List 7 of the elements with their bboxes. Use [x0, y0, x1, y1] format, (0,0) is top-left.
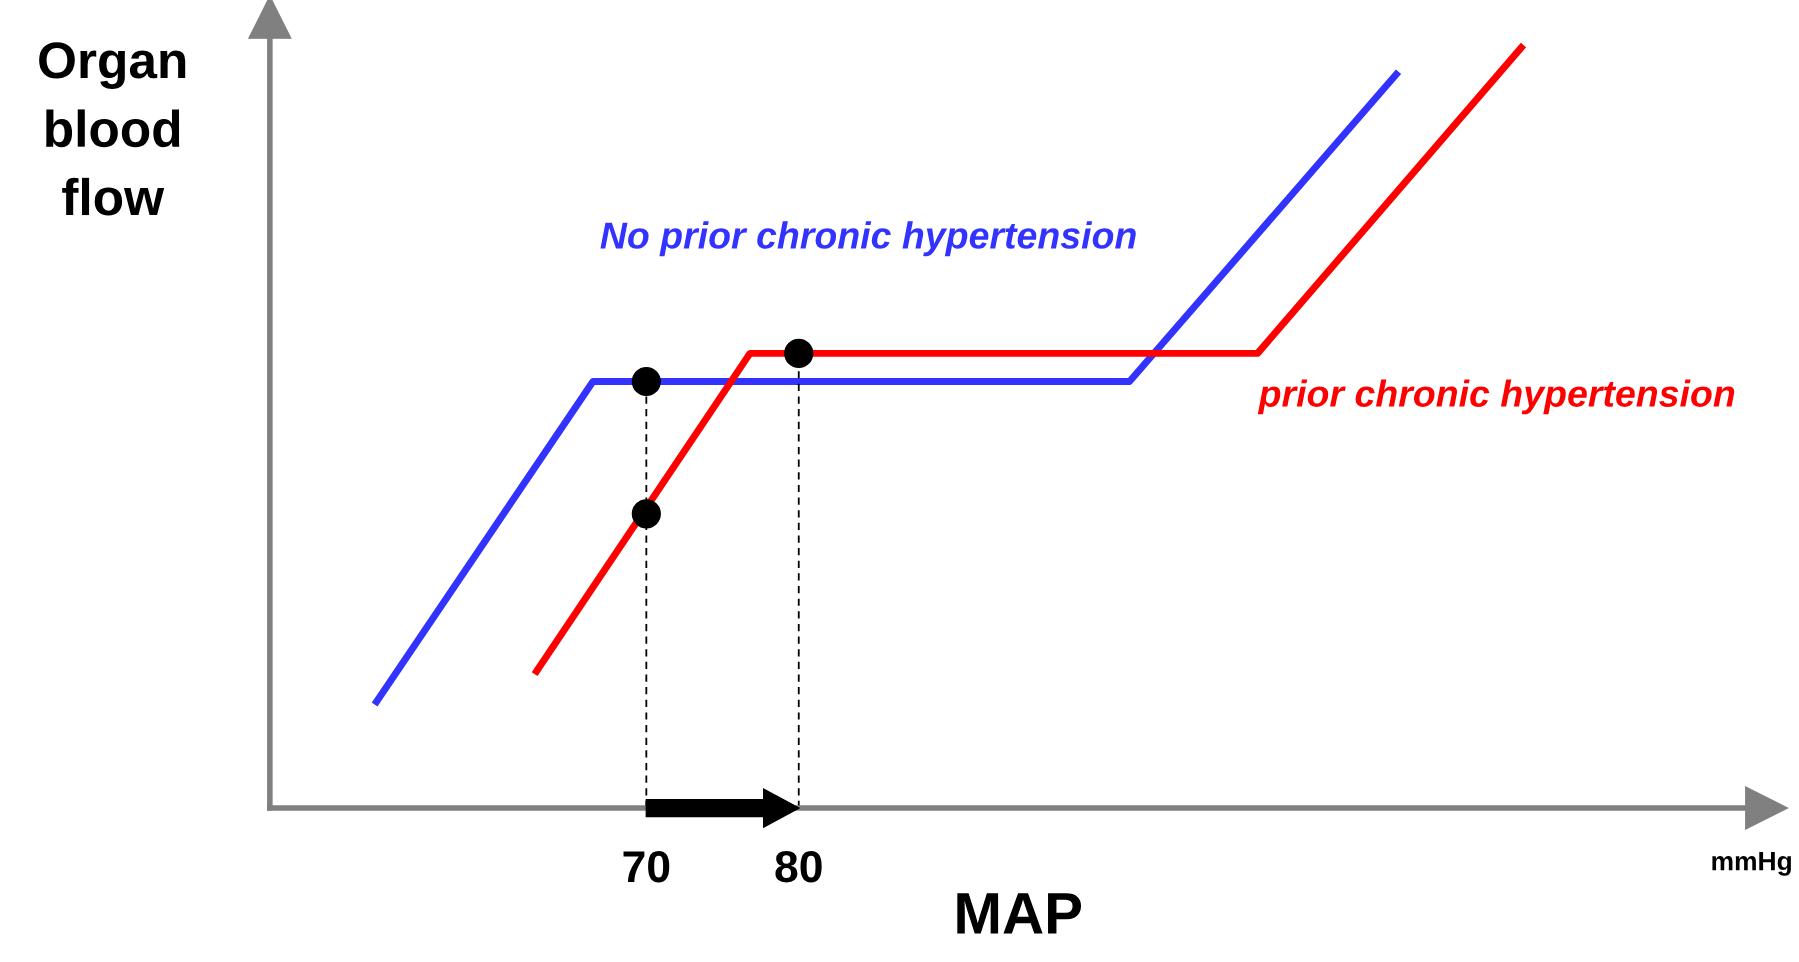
x-tick-label: 80 — [775, 850, 822, 883]
x-axis-title: MAP — [957, 893, 1082, 934]
text: mmHg — [1712, 851, 1791, 876]
series-label: prior chronic hypertension — [1257, 379, 1735, 415]
y-axis-title: Organ blood flow — [39, 42, 186, 216]
x-tick-label: 70 — [623, 850, 670, 883]
text: No prior chronic hypertension — [600, 221, 1136, 257]
